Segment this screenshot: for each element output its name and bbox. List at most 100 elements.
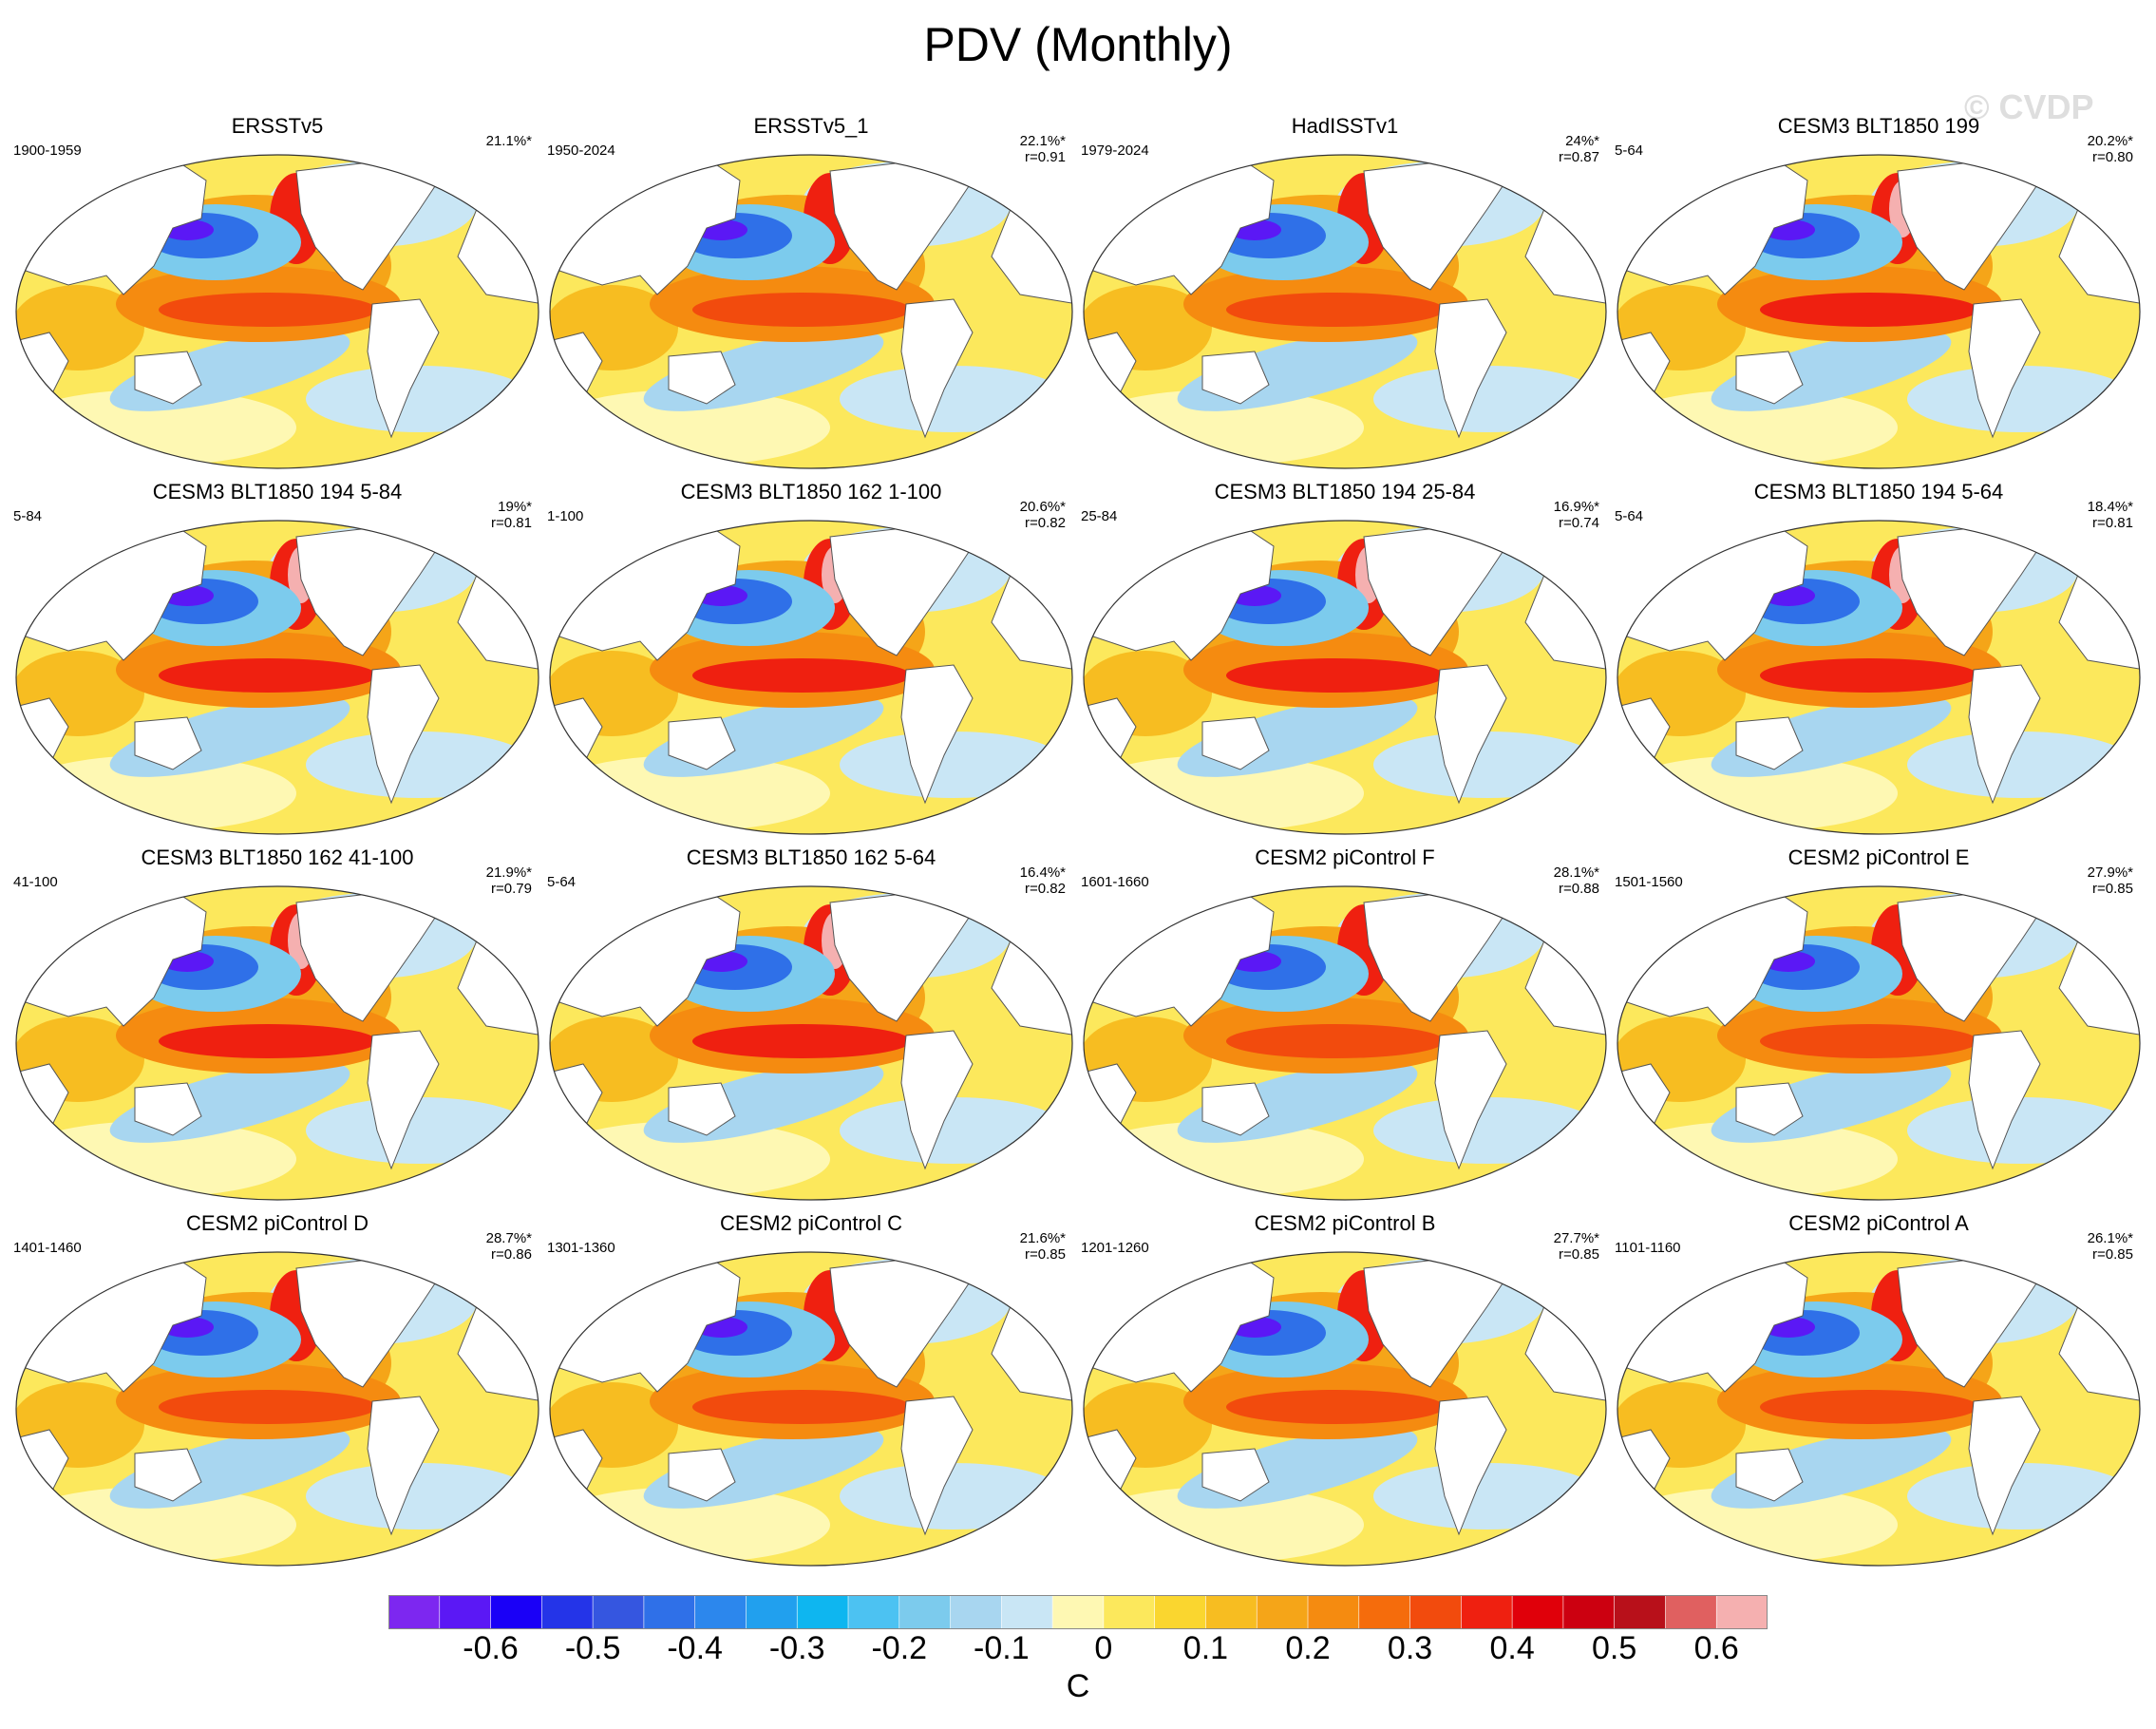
map-panel: CESM2 piControl A 1101-1160 26.1%* r=0.85 (1613, 1211, 2145, 1572)
map-outline (1083, 154, 1607, 469)
colorbar-swatch (490, 1595, 542, 1629)
map-field (16, 521, 539, 834)
page-title: PDV (Monthly) (923, 18, 1233, 71)
panel-title: CESM3 BLT1850 199 (1777, 114, 1980, 138)
land-mass (1201, 1448, 1270, 1502)
panel-title: CESM3 BLT1850 162 1-100 (680, 480, 942, 504)
panel-period: 1501-1560 (1615, 874, 1683, 890)
colorbar-swatch (1205, 1595, 1258, 1629)
map-panel: CESM2 piControl E 1501-1560 27.9%* r=0.85 (1613, 846, 2145, 1206)
map-field (1617, 1252, 2140, 1566)
panel-pct-variance: 18.4%* (2087, 499, 2133, 515)
panel-title: CESM2 piControl E (1787, 846, 1970, 869)
map-field (1617, 521, 2140, 834)
equatorial-warm-tongue (1226, 293, 1445, 327)
panel-title: CESM3 BLT1850 162 41-100 (141, 846, 414, 869)
land-mass (134, 1448, 202, 1502)
map-plot (549, 885, 1073, 1201)
panel-pattern-correlation: r=0.85 (2092, 881, 2133, 897)
panel-pct-variance: 21.1%* (485, 133, 532, 149)
map-panel: CESM2 piControl D 1401-1460 28.7%* r=0.86 (11, 1211, 543, 1572)
colorbar-tick-label: -0.4 (667, 1630, 723, 1666)
colorbar-tick-label: 0.6 (1693, 1630, 1739, 1666)
land-mass (1434, 1030, 1507, 1170)
colorbar-border (388, 1595, 1768, 1629)
land-mass (1735, 1448, 1804, 1502)
panel-pct-variance: 24%* (1565, 133, 1599, 149)
panel-pattern-correlation: r=0.79 (491, 881, 532, 897)
land-mass (1968, 1396, 2041, 1536)
panel-pct-variance: 21.9%* (485, 864, 532, 881)
panel-pattern-correlation: r=0.81 (2092, 515, 2133, 531)
equatorial-warm-tongue (1226, 658, 1445, 693)
map-plot (1617, 154, 2141, 469)
panel-period: 1-100 (547, 508, 584, 524)
panel-pattern-correlation: r=0.91 (1025, 149, 1066, 165)
map-field (550, 1252, 1072, 1566)
panel-pct-variance: 28.1%* (1553, 864, 1599, 881)
land-mass (1201, 1082, 1270, 1136)
colorbar-swatch (439, 1595, 492, 1629)
map-panel: CESM3 BLT1850 194 25-84 25-84 16.9%* r=0.74 (1079, 480, 1611, 841)
land-mass (134, 351, 202, 405)
colorbar-swatch (1257, 1595, 1309, 1629)
land-mass (1968, 1030, 2041, 1170)
land-mass (367, 1030, 440, 1170)
colorbar-swatch (797, 1595, 849, 1629)
panel-pct-variance: 20.2%* (2087, 133, 2133, 149)
equatorial-warm-tongue (1760, 1390, 1978, 1424)
land-mass (134, 716, 202, 770)
panel-title: CESM3 BLT1850 194 5-64 (1753, 480, 2004, 504)
panel-period: 5-64 (1615, 142, 1644, 159)
panel-pattern-correlation: r=0.81 (491, 515, 532, 531)
map-field (16, 886, 539, 1200)
map-field (550, 155, 1072, 468)
south-atlantic-anomaly (840, 366, 1068, 432)
panel-period: 1979-2024 (1081, 142, 1149, 159)
panel-pct-variance: 19%* (498, 499, 532, 515)
map-panel: ERSSTv5_1 1950-2024 22.1%* r=0.91 (545, 114, 1077, 475)
map-plot (1083, 1251, 1607, 1567)
map-outline (1083, 885, 1607, 1201)
panel-title: CESM2 piControl B (1254, 1211, 1436, 1235)
panel-title: CESM3 BLT1850 162 5-64 (686, 846, 936, 869)
panel-period: 41-100 (13, 874, 58, 890)
map-plot (1083, 885, 1607, 1201)
colorbar-tick-label: 0.1 (1182, 1630, 1229, 1666)
map-field (1084, 155, 1606, 468)
equatorial-warm-tongue (1760, 293, 1978, 327)
panel-pattern-correlation: r=0.85 (1559, 1246, 1599, 1263)
panel-period: 1401-1460 (13, 1240, 82, 1256)
colorbar-swatch (848, 1595, 900, 1629)
panel-period: 1301-1360 (547, 1240, 615, 1256)
colorbar-tick-label: 0.4 (1489, 1630, 1535, 1666)
map-panel: CESM3 BLT1850 162 41-100 41-100 21.9%* r=0.… (11, 846, 543, 1206)
map-outline (1617, 154, 2141, 469)
panel-pattern-correlation: r=0.82 (1025, 881, 1066, 897)
colorbar-swatch (1154, 1595, 1206, 1629)
south-atlantic-anomaly (1907, 732, 2135, 798)
colorbar-swatch (898, 1595, 952, 1629)
equatorial-warm-tongue (692, 658, 911, 693)
panel-pct-variance: 28.7%* (485, 1230, 532, 1246)
south-atlantic-anomaly (1373, 366, 1601, 432)
map-outline (15, 520, 539, 835)
panel-period: 5-64 (547, 874, 577, 890)
land-mass (1434, 298, 1507, 439)
equatorial-warm-tongue (1760, 1024, 1978, 1058)
panel-pct-variance: 16.9%* (1553, 499, 1599, 515)
colorbar-tick-label: -0.2 (871, 1630, 928, 1666)
south-atlantic-anomaly (306, 1463, 534, 1530)
map-field (550, 521, 1072, 834)
equatorial-warm-tongue (1760, 658, 1978, 693)
panel-pct-variance: 26.1%* (2087, 1230, 2133, 1246)
panel-pattern-correlation: r=0.85 (1025, 1246, 1066, 1263)
map-field (1617, 155, 2140, 468)
equatorial-warm-tongue (159, 1390, 377, 1424)
map-plot (1617, 1251, 2141, 1567)
equatorial-warm-tongue (1226, 1390, 1445, 1424)
equatorial-warm-tongue (692, 1390, 911, 1424)
equatorial-warm-tongue (159, 293, 377, 327)
map-field (1084, 886, 1606, 1200)
land-mass (900, 298, 974, 439)
